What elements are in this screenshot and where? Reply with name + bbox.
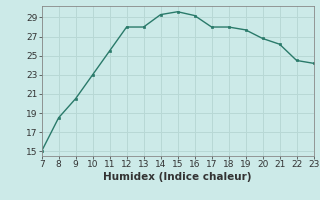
X-axis label: Humidex (Indice chaleur): Humidex (Indice chaleur) [103, 172, 252, 182]
